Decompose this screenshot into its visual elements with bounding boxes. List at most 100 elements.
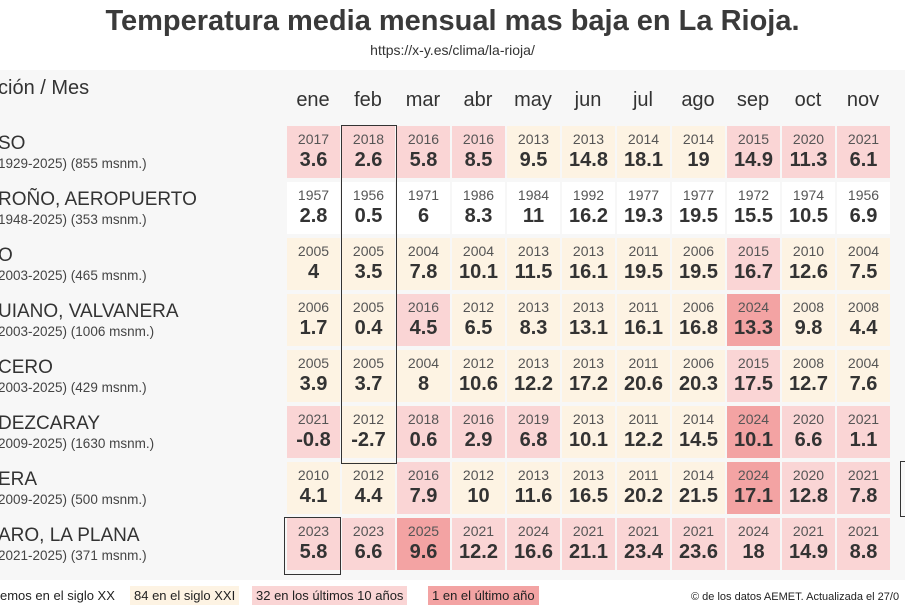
station-name: UIANO, VALVANERA — [0, 301, 179, 322]
cell-value: 18 — [742, 541, 765, 563]
cell-value: 12.8 — [789, 485, 828, 507]
cell-value: 4 — [307, 261, 320, 283]
table-cell: 2005 3.9 — [287, 350, 340, 402]
table-cell: 2011 12.2 — [617, 406, 670, 458]
cell-year: 2004 — [462, 243, 495, 259]
table-cell: 1986 8.3 — [452, 182, 505, 234]
cell-value: 4.4 — [354, 485, 383, 507]
table-cell: 2016 5.8 — [397, 126, 450, 178]
cell-year: 2016 — [407, 299, 440, 315]
cell-value: 3.9 — [299, 373, 328, 395]
table-cell: 2021 23.4 — [617, 518, 670, 570]
table-cell: 2004 7.6 — [837, 350, 890, 402]
table-cell: 2013 9.5 — [507, 126, 560, 178]
cell-value: 6 — [417, 205, 430, 227]
station-name: ERA — [0, 469, 38, 490]
cell-value: 20.2 — [624, 485, 663, 507]
cell-value: 10.1 — [734, 429, 773, 451]
cell-year: 2017 — [297, 131, 330, 147]
cell-value: 21.5 — [679, 485, 718, 507]
table-cell: 2024 16.6 — [507, 518, 560, 570]
table-cell: 2013 14.8 — [562, 126, 615, 178]
cell-value: 16.6 — [514, 541, 553, 563]
cell-year: 1977 — [627, 187, 660, 203]
cell-value: 21.1 — [569, 541, 608, 563]
table-cell: 2015 17.5 — [727, 350, 780, 402]
cell-value: 7.8 — [409, 261, 438, 283]
cell-value: 7.6 — [849, 373, 878, 395]
table-cell: 2005 4 — [287, 238, 340, 290]
table-cell: 1956 6.9 — [837, 182, 890, 234]
station-label: ROÑO, AEROPUERTO 1948-2025) (353 msnm.) — [0, 189, 197, 228]
station-period: 2003-2025) (429 msnm.) — [0, 380, 147, 395]
cell-value: 3.5 — [354, 261, 383, 283]
cell-year: 2010 — [792, 243, 825, 259]
month-header-mar: mar — [405, 89, 441, 111]
cell-value: 17.2 — [569, 373, 608, 395]
cell-year: 2012 — [462, 299, 495, 315]
cell-year: 1984 — [517, 187, 550, 203]
cell-value: 6.1 — [849, 149, 878, 171]
table-cell: 2005 0.4 — [342, 294, 395, 346]
cell-value: 19 — [687, 149, 710, 171]
cell-value: 14.9 — [789, 541, 828, 563]
table-cell: 2016 4.5 — [397, 294, 450, 346]
table-cell: 1974 10.5 — [782, 182, 835, 234]
table-cell: 2013 10.1 — [562, 406, 615, 458]
cell-year: 2021 — [572, 523, 605, 539]
cell-value: 20.6 — [624, 373, 663, 395]
cell-year: 2013 — [572, 467, 605, 483]
table-cell: 2005 3.5 — [342, 238, 395, 290]
cell-value: 15.5 — [734, 205, 773, 227]
cell-year: 2006 — [682, 355, 715, 371]
cell-value: 1.1 — [849, 429, 878, 451]
cell-year: 2016 — [462, 131, 495, 147]
cell-value: 6.6 — [354, 541, 383, 563]
cell-value: 3.7 — [354, 373, 383, 395]
cell-year: 2006 — [297, 299, 330, 315]
station-label: O 2003-2025) (465 msnm.) — [0, 245, 147, 284]
table-cell: 2011 20.6 — [617, 350, 670, 402]
table-cell: 2018 0.6 — [397, 406, 450, 458]
table-cell: 2021 21.1 — [562, 518, 615, 570]
station-period: 2003-2025) (1006 msnm.) — [0, 324, 155, 339]
table-cell: 2018 2.6 — [342, 126, 395, 178]
cell-value: -0.8 — [296, 429, 331, 451]
cell-value: 10.5 — [789, 205, 828, 227]
cell-value: 5.8 — [299, 541, 328, 563]
table-cell: 1977 19.3 — [617, 182, 670, 234]
cell-year: 2005 — [352, 299, 385, 315]
table-cell: 1956 0.5 — [342, 182, 395, 234]
cell-value: 0.4 — [354, 317, 383, 339]
month-header-feb: feb — [354, 89, 382, 111]
month-header-ene: ene — [296, 89, 330, 111]
cell-year: 2015 — [737, 355, 770, 371]
table-cell: 2012 4.4 — [342, 462, 395, 514]
table-cell: 2004 8 — [397, 350, 450, 402]
station-label: ERA 2009-2025) (500 msnm.) — [0, 469, 147, 508]
cell-year: 2021 — [627, 523, 660, 539]
table-cell: 2021 14.9 — [782, 518, 835, 570]
cell-value: 0.5 — [354, 205, 383, 227]
header-label: ción / Mes — [0, 77, 90, 99]
cell-year: 1977 — [682, 187, 715, 203]
table-cell: 2012 10.6 — [452, 350, 505, 402]
cell-year: 2008 — [792, 355, 825, 371]
station-label: ARO, LA PLANA 2021-2025) (371 msnm.) — [0, 525, 147, 564]
cell-year: 1971 — [407, 187, 440, 203]
data-credit: © de los datos AEMET. Actualizada el 27/… — [691, 591, 900, 603]
cell-year: 1956 — [847, 187, 880, 203]
cell-value: 10.1 — [459, 261, 498, 283]
cell-year: 2018 — [407, 411, 440, 427]
cell-year: 2010 — [297, 467, 330, 483]
table-cell: 2017 3.6 — [287, 126, 340, 178]
cell-value: 23.6 — [679, 541, 718, 563]
cell-value: 9.8 — [794, 317, 823, 339]
cell-year: 2024 — [517, 523, 550, 539]
cell-year: 2011 — [628, 467, 659, 483]
cell-year: 2013 — [517, 355, 550, 371]
station-label: DEZCARAY 2009-2025) (1630 msnm.) — [0, 413, 154, 452]
cell-year: 2023 — [352, 523, 385, 539]
cell-value: 6.9 — [849, 205, 878, 227]
cell-year: 2024 — [737, 467, 770, 483]
